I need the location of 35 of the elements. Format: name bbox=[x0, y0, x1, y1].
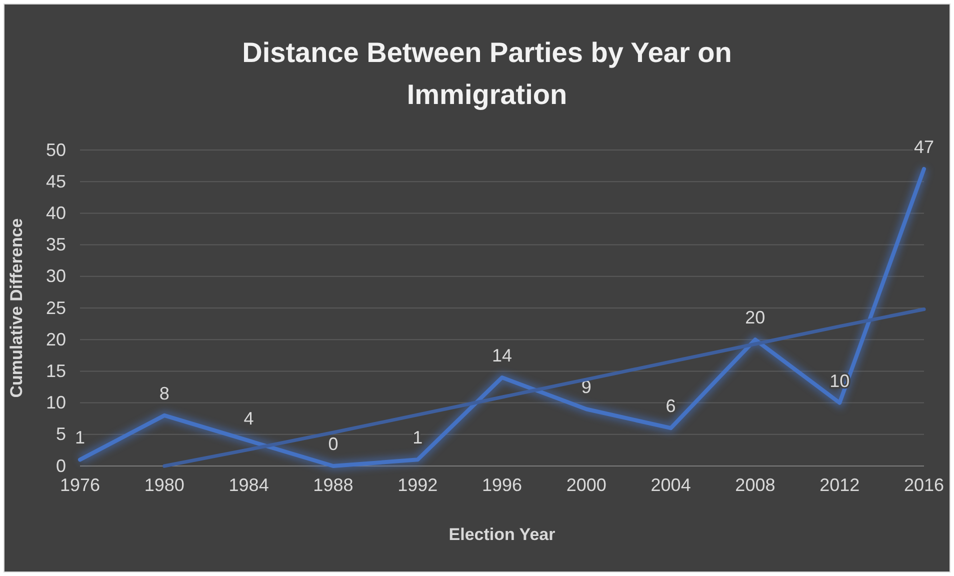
x-tick-label: 1988 bbox=[313, 474, 354, 495]
x-tick-label: 2008 bbox=[735, 474, 776, 495]
y-tick-label: 25 bbox=[46, 298, 66, 318]
data-label: 9 bbox=[581, 377, 592, 398]
x-tick-label: 1996 bbox=[482, 474, 522, 495]
x-tick-label: 1980 bbox=[144, 474, 184, 495]
y-tick-label: 15 bbox=[46, 360, 66, 381]
y-tick-label: 35 bbox=[46, 234, 66, 255]
y-axis-title: Cumulative Difference bbox=[7, 218, 26, 398]
x-axis-title: Election Year bbox=[448, 525, 556, 544]
data-label: 6 bbox=[666, 396, 676, 416]
data-label: 1 bbox=[412, 428, 423, 448]
data-label: 47 bbox=[914, 136, 934, 157]
x-tick-label: 2016 bbox=[904, 474, 944, 495]
x-tick-label: 1984 bbox=[228, 474, 269, 495]
y-tick-label: 5 bbox=[56, 424, 66, 444]
data-label: 8 bbox=[159, 383, 170, 404]
y-tick-label: 30 bbox=[46, 266, 66, 286]
data-label: 4 bbox=[244, 408, 254, 429]
data-label: 20 bbox=[745, 308, 766, 328]
y-tick-label: 10 bbox=[46, 392, 66, 413]
x-tick-label: 2012 bbox=[820, 474, 860, 495]
x-tick-label: 1992 bbox=[398, 474, 438, 495]
x-tick-label: 1976 bbox=[60, 474, 100, 495]
data-label: 1 bbox=[74, 428, 86, 448]
y-tick-label: 45 bbox=[46, 171, 66, 192]
data-label: 0 bbox=[328, 434, 338, 454]
y-tick-label: 40 bbox=[46, 202, 66, 223]
x-tick-label: 2004 bbox=[650, 474, 691, 495]
data-label: 14 bbox=[492, 346, 512, 366]
y-tick-label: 0 bbox=[56, 456, 66, 476]
chart-title: Distance Between Parties by Year on Immigration bbox=[242, 37, 732, 110]
y-tick-label: 20 bbox=[46, 329, 66, 350]
y-tick-label: 50 bbox=[46, 140, 66, 160]
x-tick-label: 2000 bbox=[566, 474, 606, 495]
